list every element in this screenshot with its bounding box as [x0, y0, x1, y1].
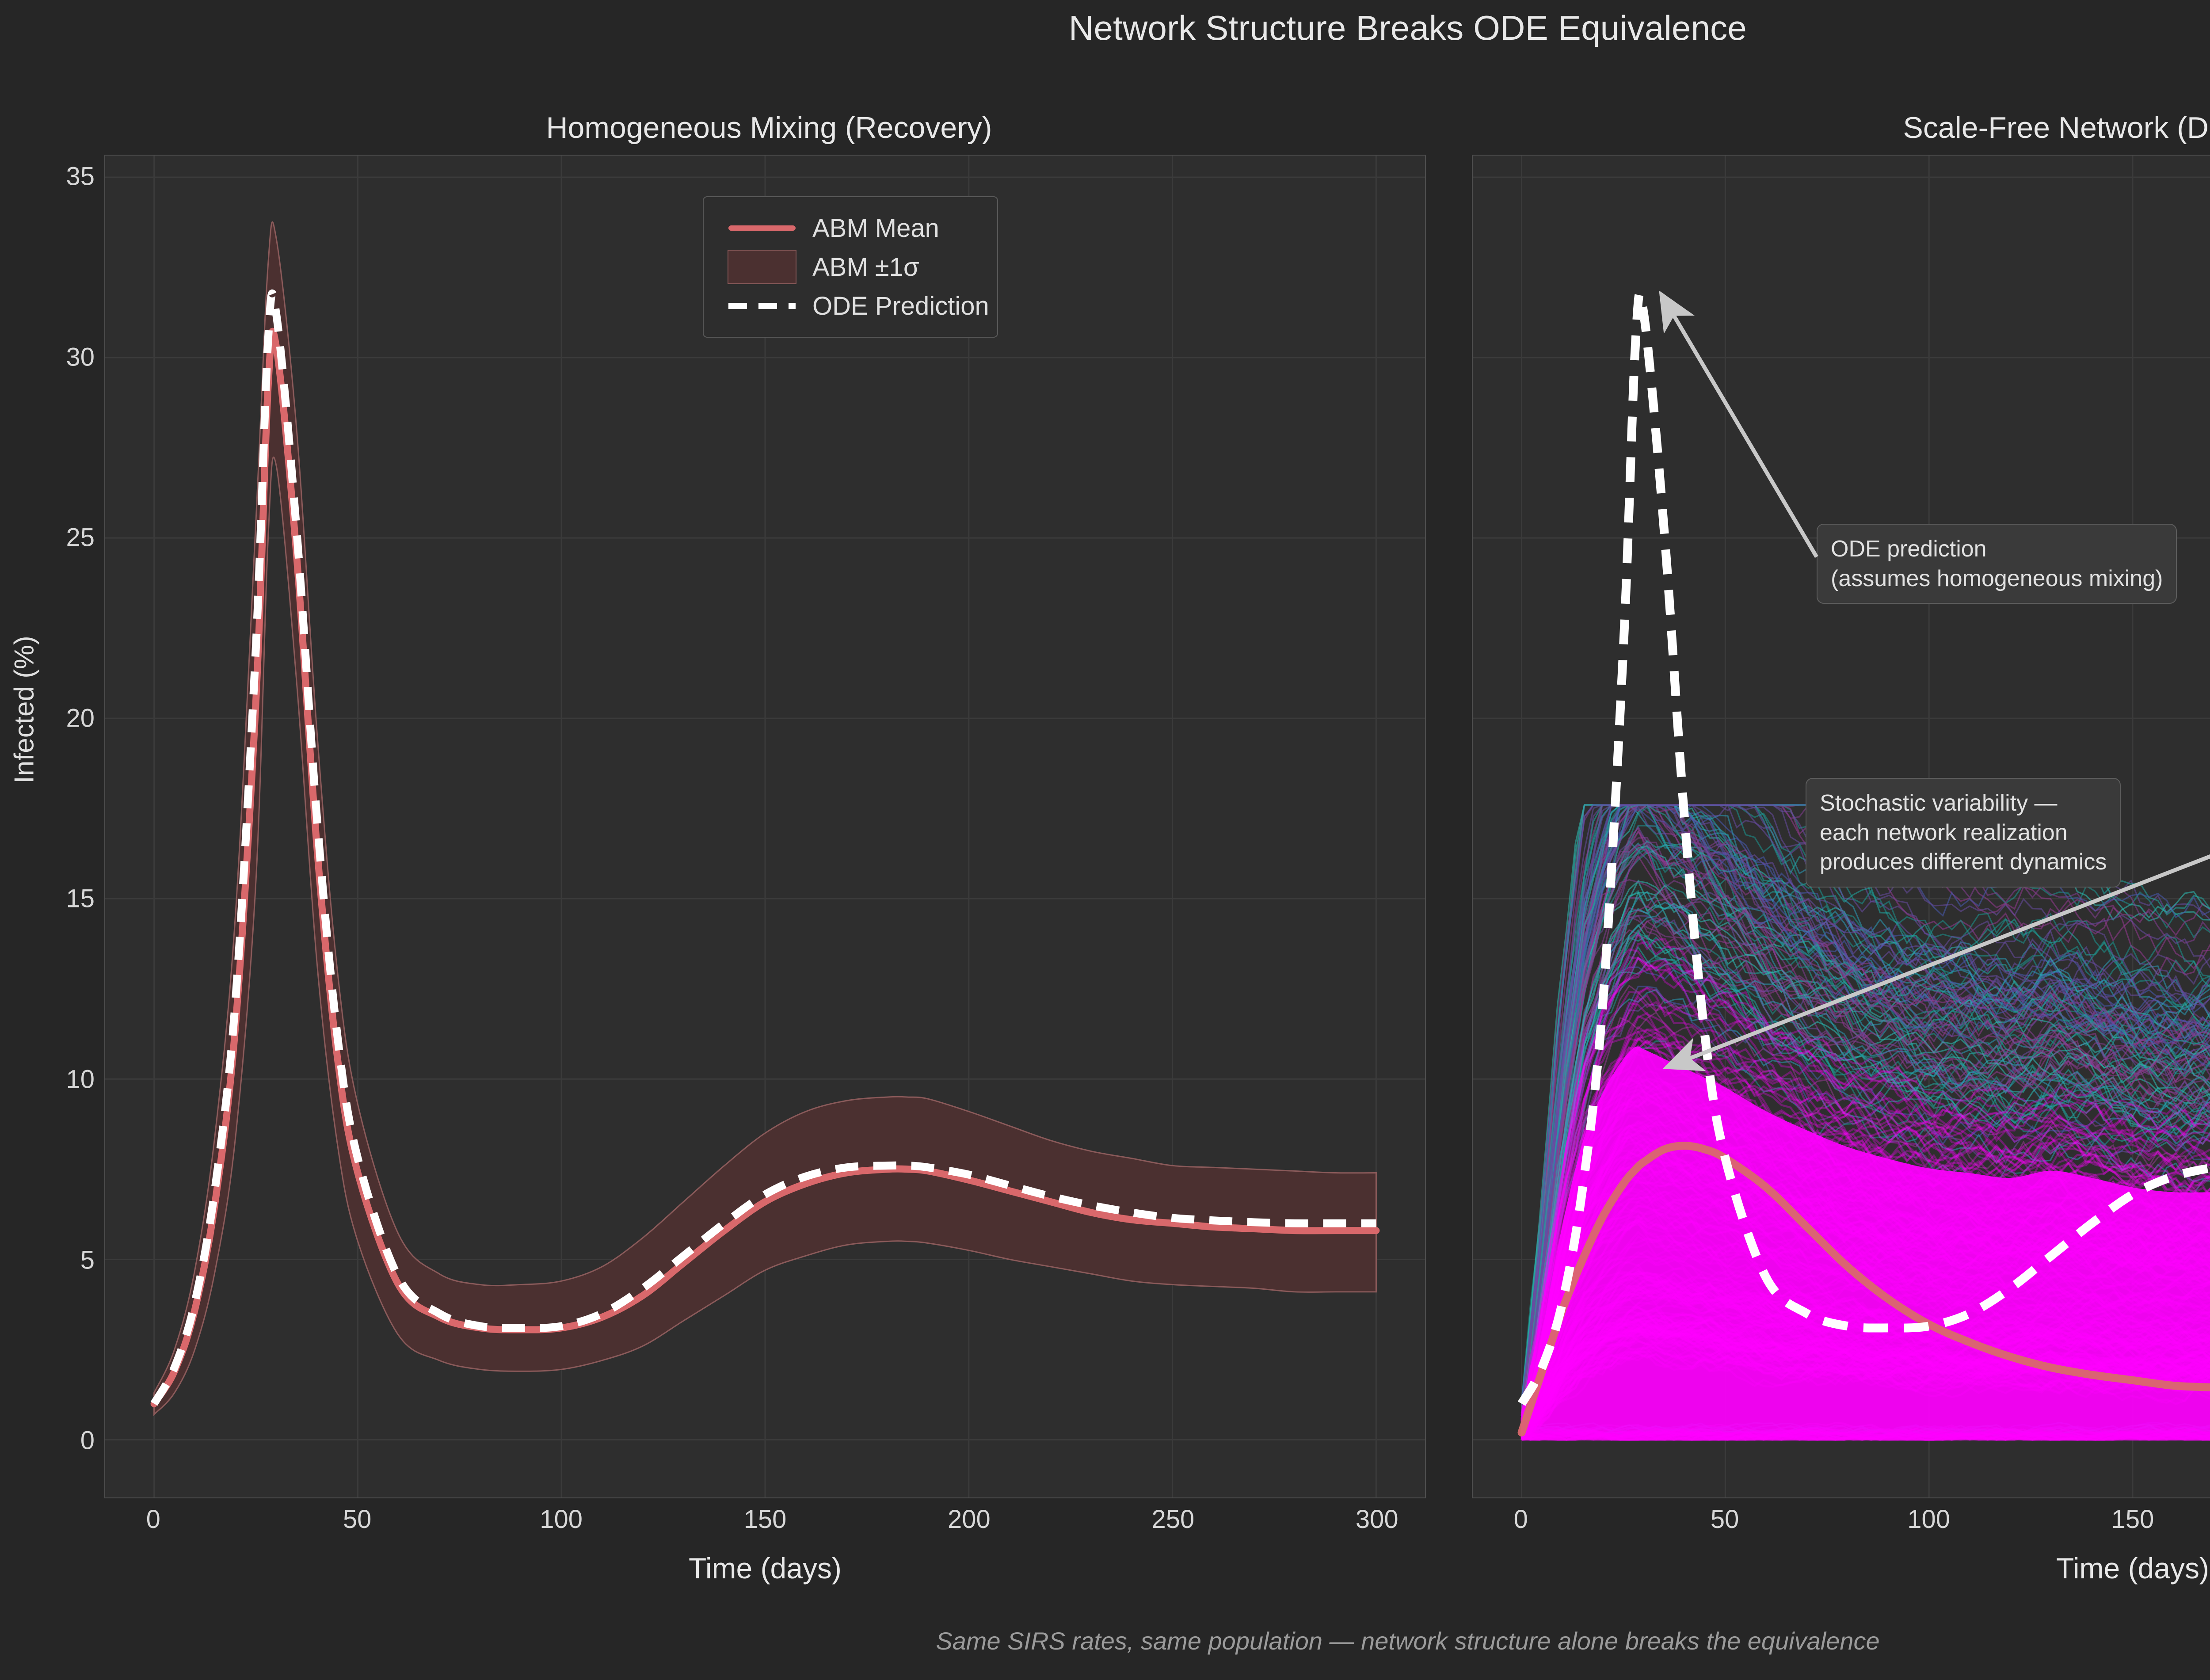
- y-tick-10: 10: [66, 1065, 95, 1094]
- y-tick-15: 15: [66, 884, 95, 913]
- legend-item[interactable]: ABM Mean: [719, 209, 982, 248]
- stochastic-annotation-line-1: Stochastic variability —: [1820, 790, 2058, 816]
- x-tick-100: 100: [540, 1505, 583, 1534]
- y-tick-20: 20: [66, 704, 95, 733]
- solid-line-swatch: [728, 225, 796, 231]
- stochastic-variability-annotation: Stochastic variability — each network rea…: [1806, 778, 2121, 888]
- stochastic-annotation-line-3: produces different dynamics: [1820, 849, 2107, 875]
- figure-suptitle: Network Structure Breaks ODE Equivalence: [1069, 8, 1747, 47]
- individual-run: [1520, 1030, 2210, 1417]
- figure-footer-caption: Same SIRS rates, same population — netwo…: [936, 1627, 1880, 1655]
- y-tick-0: 0: [80, 1426, 95, 1455]
- y-axis-tick-labels: 0 5 10 15 20 25 30 35: [0, 155, 95, 1498]
- left-plot-area: [105, 156, 1425, 1497]
- filled-patch-swatch: [728, 250, 796, 284]
- y-tick-25: 25: [66, 523, 95, 552]
- ode-prediction-annotation: ODE prediction (assumes homogeneous mixin…: [1817, 524, 2177, 604]
- x-tick-50: 50: [343, 1505, 372, 1534]
- x-tick-300: 300: [1355, 1505, 1398, 1534]
- y-axis-label: Infected (%): [9, 636, 40, 784]
- legend-label: ODE Prediction: [812, 291, 989, 320]
- right-x-axis-label: Time (days): [2056, 1552, 2209, 1585]
- x-tick-250: 250: [1151, 1505, 1195, 1534]
- left-plot-svg: [105, 156, 1425, 1497]
- solid-line-icon: [719, 225, 805, 231]
- individual-run: [1520, 1032, 2210, 1425]
- legend-label: ABM Mean: [812, 213, 939, 243]
- right-panel-title: Scale-Free Network (Divergence): [1903, 111, 2210, 145]
- left-panel-title: Homogeneous Mixing (Recovery): [546, 111, 992, 145]
- y-tick-35: 35: [66, 162, 95, 191]
- x-tick-0: 0: [146, 1505, 160, 1534]
- x-tick-200: 200: [948, 1505, 991, 1534]
- left-plot-panel: [104, 155, 1426, 1498]
- ode-prediction-line: [1517, 289, 2210, 1406]
- filled-patch-icon: [719, 250, 805, 284]
- y-tick-5: 5: [80, 1246, 95, 1275]
- ode-annotation-line-2: (assumes homogeneous mixing): [1831, 565, 2163, 591]
- dashed-line-icon: [719, 303, 805, 309]
- individual-run: [1520, 1015, 2210, 1439]
- legend-item[interactable]: ODE Prediction: [719, 286, 989, 325]
- ode-annotation-line-1: ODE prediction: [1831, 536, 1987, 562]
- x-tick-150: 150: [2111, 1505, 2154, 1534]
- abm-mean-line: [1517, 1142, 2210, 1437]
- dashed-line-swatch: [728, 303, 796, 309]
- stochastic-annotation-line-2: each network realization: [1820, 819, 2068, 846]
- x-tick-0: 0: [1513, 1505, 1528, 1534]
- y-tick-30: 30: [66, 343, 95, 372]
- individual-runs-core: [1520, 932, 2210, 1441]
- left-panel-legend[interactable]: ABM Mean ABM ±1σ ODE Prediction: [703, 196, 998, 338]
- x-tick-100: 100: [1907, 1505, 1950, 1534]
- left-x-axis-label: Time (days): [689, 1552, 842, 1585]
- individual-run: [1520, 1040, 2210, 1436]
- legend-label: ABM ±1σ: [812, 252, 919, 282]
- x-tick-50: 50: [1710, 1505, 1739, 1534]
- x-tick-150: 150: [743, 1505, 787, 1534]
- legend-item[interactable]: ABM ±1σ: [719, 248, 982, 286]
